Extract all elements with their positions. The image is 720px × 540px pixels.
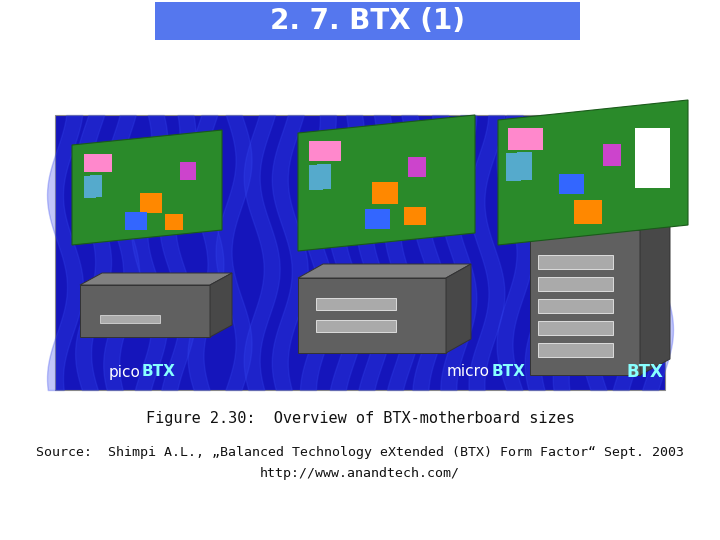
Polygon shape: [72, 130, 222, 245]
Text: pico: pico: [108, 364, 140, 380]
Bar: [635, 128, 670, 188]
Bar: [517, 152, 532, 180]
Bar: [365, 209, 390, 229]
Bar: [84, 154, 112, 172]
Bar: [84, 176, 96, 198]
Bar: [100, 315, 160, 323]
Bar: [372, 182, 398, 204]
Polygon shape: [498, 100, 688, 245]
Bar: [180, 162, 196, 180]
Polygon shape: [298, 264, 471, 278]
Bar: [574, 199, 602, 224]
Text: BTX: BTX: [142, 364, 176, 380]
Polygon shape: [446, 264, 471, 353]
Polygon shape: [210, 273, 232, 337]
Polygon shape: [640, 214, 670, 375]
Text: Figure 2.30:  Overview of BTX-motherboard sizes: Figure 2.30: Overview of BTX-motherboard…: [145, 410, 575, 426]
Bar: [538, 321, 613, 335]
Bar: [140, 193, 161, 213]
Bar: [318, 164, 331, 189]
Bar: [508, 128, 542, 150]
Bar: [165, 214, 183, 230]
Bar: [125, 212, 146, 230]
Bar: [603, 144, 621, 166]
Bar: [316, 298, 396, 310]
Text: micro: micro: [447, 364, 490, 380]
Polygon shape: [530, 214, 670, 230]
Text: Source:  Shimpi A.L., „Balanced Technology eXtended (BTX) Form Factor“ Sept. 200: Source: Shimpi A.L., „Balanced Technolog…: [36, 446, 684, 480]
Bar: [538, 343, 613, 357]
Bar: [530, 230, 640, 375]
Polygon shape: [298, 115, 475, 251]
Bar: [55, 115, 665, 390]
Text: BTX: BTX: [626, 363, 663, 381]
Bar: [316, 320, 396, 332]
Bar: [404, 207, 426, 225]
Bar: [80, 285, 210, 337]
Bar: [538, 277, 613, 291]
Bar: [309, 165, 323, 190]
Bar: [538, 299, 613, 313]
Bar: [408, 157, 426, 177]
Bar: [505, 153, 521, 181]
Polygon shape: [80, 273, 232, 285]
Bar: [298, 278, 446, 353]
Bar: [155, 2, 580, 40]
Bar: [538, 255, 613, 269]
Bar: [559, 173, 584, 194]
Text: 2. 7. BTX (1): 2. 7. BTX (1): [270, 7, 465, 35]
Bar: [90, 175, 102, 197]
Bar: [309, 141, 341, 161]
Text: BTX: BTX: [492, 364, 526, 380]
